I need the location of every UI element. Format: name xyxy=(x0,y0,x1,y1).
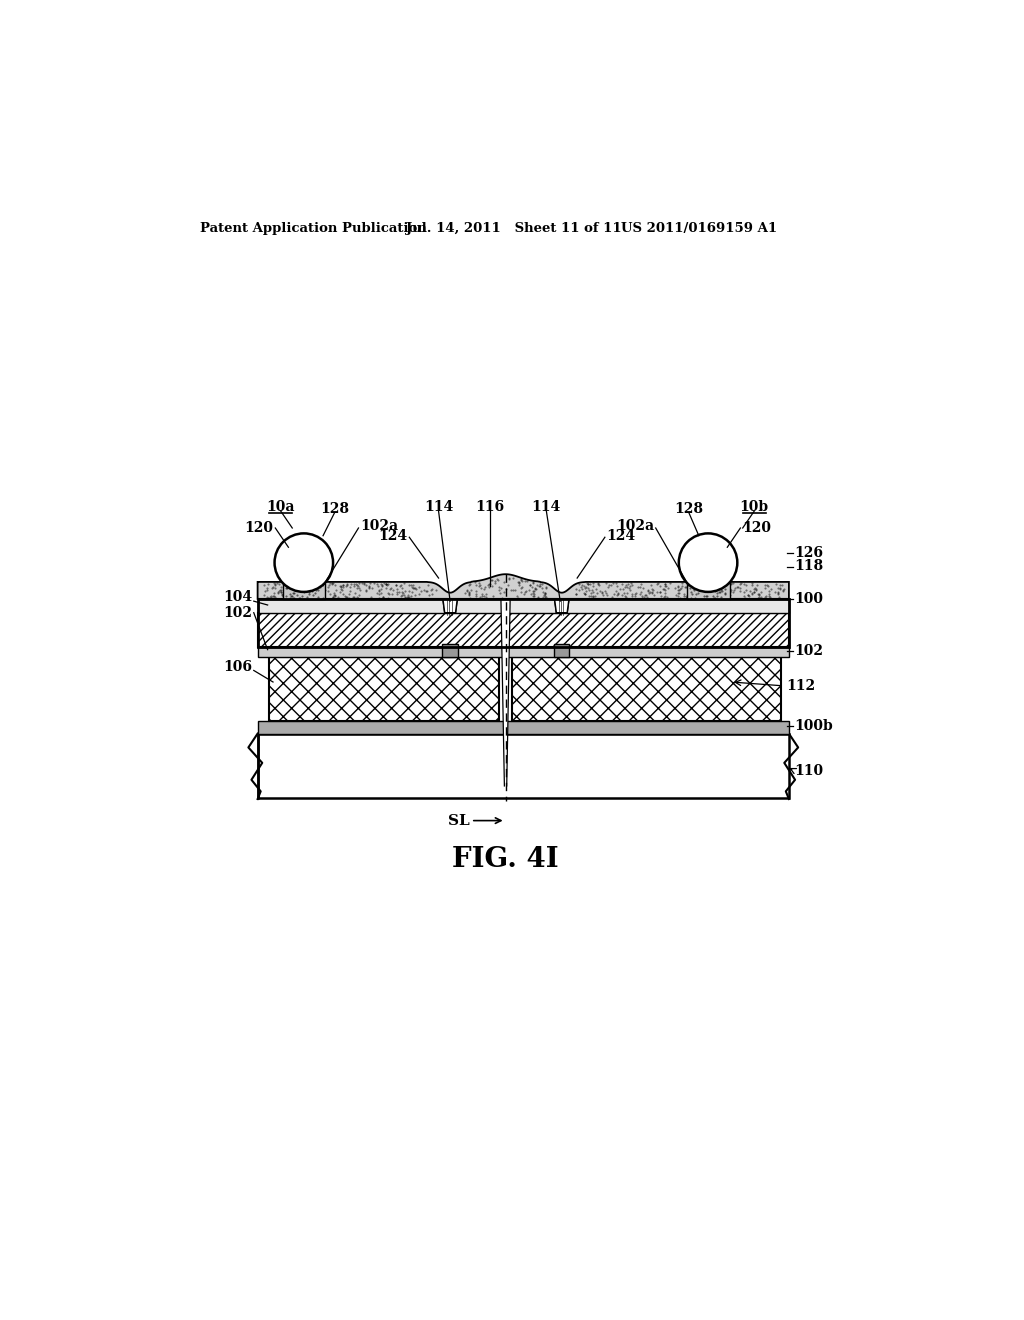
Text: 102a: 102a xyxy=(360,520,398,533)
Text: 104: 104 xyxy=(223,590,252,605)
Text: 100b: 100b xyxy=(795,719,834,733)
Text: 120: 120 xyxy=(244,521,273,535)
Text: 124: 124 xyxy=(379,529,408,543)
Text: 114: 114 xyxy=(424,500,454,515)
Text: 102: 102 xyxy=(223,606,252,619)
Text: US 2011/0169159 A1: US 2011/0169159 A1 xyxy=(621,222,777,235)
Bar xyxy=(442,644,458,657)
Bar xyxy=(258,647,788,657)
Bar xyxy=(269,657,500,721)
Text: 124: 124 xyxy=(606,529,636,543)
Bar xyxy=(258,734,788,797)
Text: 114: 114 xyxy=(531,500,561,515)
Text: 106: 106 xyxy=(223,660,252,673)
Text: 128: 128 xyxy=(675,502,703,516)
Polygon shape xyxy=(258,574,788,599)
Text: 102: 102 xyxy=(795,644,823,659)
Bar xyxy=(512,657,781,721)
Text: SL: SL xyxy=(447,813,469,828)
Text: 100: 100 xyxy=(795,591,823,606)
Text: 10a: 10a xyxy=(266,500,295,515)
Bar xyxy=(554,644,569,657)
Bar xyxy=(258,612,506,647)
Circle shape xyxy=(679,533,737,591)
Text: 118: 118 xyxy=(795,560,823,573)
Bar xyxy=(687,583,730,599)
Bar xyxy=(283,583,326,599)
Text: 112: 112 xyxy=(786,678,816,693)
Bar xyxy=(258,599,788,647)
Bar xyxy=(258,599,788,612)
Text: 110: 110 xyxy=(795,763,823,777)
Text: Patent Application Publication: Patent Application Publication xyxy=(200,222,427,235)
Text: 126: 126 xyxy=(795,546,823,561)
Text: FIG. 4I: FIG. 4I xyxy=(453,846,559,873)
Text: 116: 116 xyxy=(475,500,505,515)
Circle shape xyxy=(274,533,333,591)
Bar xyxy=(506,612,788,647)
Bar xyxy=(258,721,788,734)
Text: 10b: 10b xyxy=(739,500,769,515)
Text: 120: 120 xyxy=(742,521,772,535)
Polygon shape xyxy=(501,599,510,785)
Text: Jul. 14, 2011   Sheet 11 of 11: Jul. 14, 2011 Sheet 11 of 11 xyxy=(407,222,622,235)
Polygon shape xyxy=(442,595,458,612)
Text: 102a: 102a xyxy=(616,520,654,533)
Text: 128: 128 xyxy=(321,502,349,516)
Polygon shape xyxy=(554,595,569,612)
